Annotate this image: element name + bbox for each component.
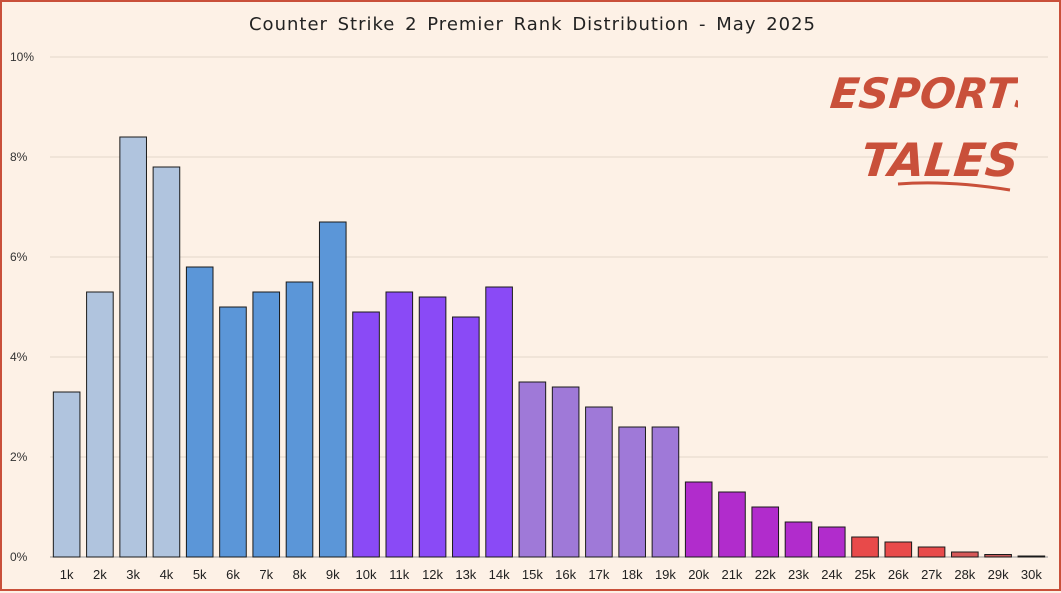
x-tick-label: 29k xyxy=(988,567,1009,582)
y-tick-label: 8% xyxy=(10,150,28,164)
bar-10k xyxy=(352,311,380,558)
y-axis-ticks: 0% 2% 4% 6% 8% 10% xyxy=(10,50,34,564)
x-tick-label: 4k xyxy=(160,567,174,582)
bar-5k xyxy=(185,266,214,558)
y-tick-label: 6% xyxy=(10,250,28,264)
bar-22k xyxy=(751,506,780,558)
x-tick-label: 22k xyxy=(755,567,776,582)
x-tick-label: 14k xyxy=(489,567,510,582)
x-tick-label: 3k xyxy=(126,567,140,582)
bar-3k xyxy=(119,136,147,558)
bar-4k xyxy=(152,166,181,558)
bar-27k xyxy=(917,546,946,558)
bar-15k xyxy=(518,381,547,558)
bar-6k xyxy=(219,306,247,558)
y-tick-label: 4% xyxy=(10,350,28,364)
bar-21k xyxy=(718,491,746,558)
y-tick-label: 0% xyxy=(10,550,28,564)
x-tick-label: 2k xyxy=(93,567,107,582)
x-tick-label: 6k xyxy=(226,567,240,582)
bar-1k xyxy=(52,391,81,558)
x-tick-label: 30k xyxy=(1021,567,1042,582)
esports-tales-logo: ESPORTS TALES xyxy=(828,69,1018,192)
x-tick-label: 24k xyxy=(821,567,842,582)
x-tick-label: 15k xyxy=(522,567,543,582)
x-tick-label: 8k xyxy=(293,567,307,582)
x-tick-label: 5k xyxy=(193,567,207,582)
x-tick-label: 11k xyxy=(389,567,409,582)
bar-7k xyxy=(252,291,281,558)
x-tick-label: 25k xyxy=(855,567,876,582)
bar-24k xyxy=(817,526,846,558)
x-tick-label: 13k xyxy=(455,567,476,582)
bar-19k xyxy=(651,426,680,558)
bars xyxy=(52,136,1046,558)
chart-title: Counter Strike 2 Premier Rank Distributi… xyxy=(248,14,817,35)
x-tick-label: 20k xyxy=(688,567,709,582)
bar-29k xyxy=(984,554,1012,558)
y-tick-label: 2% xyxy=(10,450,28,464)
bar-23k xyxy=(784,521,813,558)
bar-14k xyxy=(485,286,513,558)
bar-9k xyxy=(318,221,347,558)
bar-8k xyxy=(285,281,314,558)
x-tick-label: 26k xyxy=(888,567,909,582)
bar-18k xyxy=(618,426,646,558)
x-tick-label: 28k xyxy=(954,567,975,582)
bar-12k xyxy=(418,296,447,558)
logo-line-2: TALES xyxy=(859,133,1018,187)
bar-13k xyxy=(452,316,480,558)
bar-2k xyxy=(86,291,114,558)
logo-line-1: ESPORTS xyxy=(828,69,1018,118)
bar-30k xyxy=(1017,555,1046,558)
x-tick-label: 17k xyxy=(588,567,609,582)
x-axis-labels: 1k 2k 3k 4k 5k 6k 7k 8k 9k 10k 11k 12k 13k 14k 15k 16k 1… xyxy=(60,567,1043,582)
bar-25k xyxy=(851,536,879,558)
x-tick-label: 10k xyxy=(356,567,377,582)
bar-26k xyxy=(884,541,913,558)
x-tick-label: 18k xyxy=(622,567,643,582)
grid-lines xyxy=(50,56,1048,558)
x-tick-label: 7k xyxy=(259,567,273,582)
logo-underline-swoosh xyxy=(897,181,1011,192)
x-tick-label: 21k xyxy=(721,567,742,582)
x-tick-label: 19k xyxy=(655,567,676,582)
bar-11k xyxy=(385,291,414,558)
bar-17k xyxy=(585,406,613,558)
bar-28k xyxy=(951,551,979,558)
x-tick-label: 1k xyxy=(60,567,74,582)
y-tick-label: 10% xyxy=(10,50,34,64)
bar-16k xyxy=(551,386,580,558)
x-tick-label: 27k xyxy=(921,567,942,582)
x-tick-label: 9k xyxy=(326,567,340,582)
x-tick-label: 23k xyxy=(788,567,809,582)
bar-20k xyxy=(684,481,713,558)
x-tick-label: 12k xyxy=(422,567,443,582)
x-tick-label: 16k xyxy=(555,567,576,582)
